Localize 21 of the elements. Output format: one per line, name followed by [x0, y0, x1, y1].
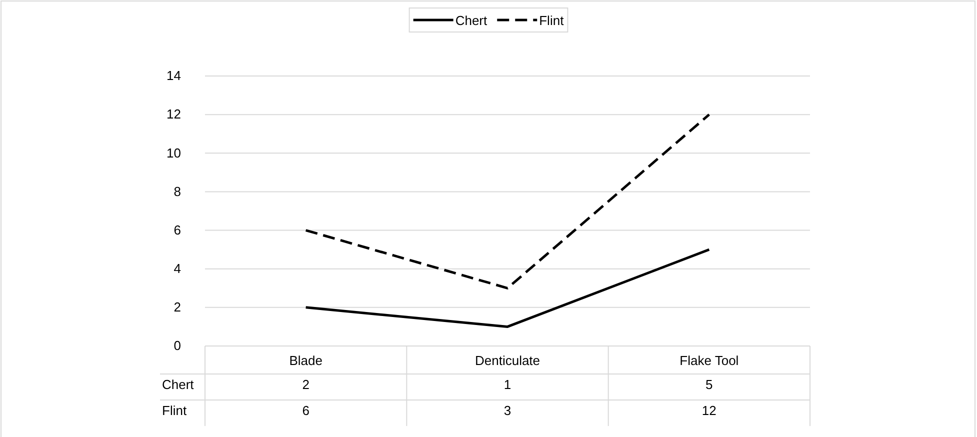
y-tick-label: 4	[174, 261, 181, 276]
y-tick-label: 8	[174, 184, 181, 199]
text: Chert	[162, 377, 194, 392]
y-tick-label: 6	[174, 222, 181, 238]
y-tick-label: 0	[174, 338, 181, 354]
text: Flint	[162, 403, 187, 418]
data-label: 3	[504, 403, 512, 418]
legend-label: Chert	[455, 13, 488, 28]
data-label: 2	[302, 377, 310, 392]
y-tick-label: 2	[174, 300, 181, 315]
legend-label: Flint	[539, 13, 564, 28]
y-tick-label: 12	[166, 106, 181, 122]
data-label: 6	[302, 403, 310, 418]
data-label: 1	[504, 377, 512, 392]
x-tick-label: Denticulate	[474, 353, 540, 368]
y-tick-label: 10	[166, 145, 181, 160]
data-label: 5	[706, 377, 713, 392]
x-tick-label: Blade	[289, 353, 322, 368]
x-tick-label: Flake Tool	[680, 353, 739, 368]
data-label: 12	[702, 403, 716, 418]
y-tick-label: 14	[166, 68, 181, 84]
